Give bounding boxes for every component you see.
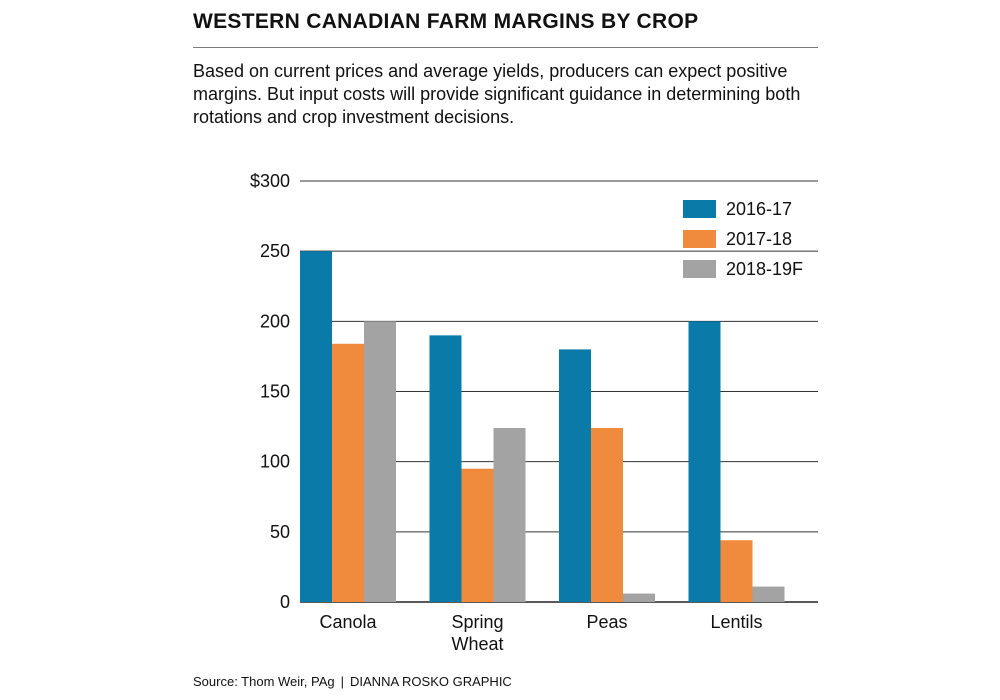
y-tick-labels: 0 50 100 150 200 250 $300 [250, 171, 290, 612]
legend-swatch [683, 260, 716, 278]
y-tick-label: $300 [250, 171, 290, 191]
y-tick-label: 50 [270, 522, 290, 542]
footer: Source: Thom Weir, PAg | DIANNA ROSKO GRAP… [193, 674, 512, 689]
legend-label: 2017-18 [726, 229, 792, 249]
legend: 2016-17 2017-18 2018-19F [683, 199, 803, 279]
bar-2017-18 [461, 468, 494, 602]
bar-2018-19F [623, 593, 655, 602]
x-tick-label: Peas [586, 612, 627, 632]
y-tick-label: 0 [280, 592, 290, 612]
bar-2017-18 [591, 427, 623, 602]
y-tick-label: 250 [260, 241, 290, 261]
x-tick-label: Spring [451, 612, 503, 632]
x-tick-label: Wheat [451, 634, 503, 654]
legend-swatch [683, 200, 716, 218]
title-divider [193, 47, 818, 48]
legend-label: 2018-19F [726, 259, 803, 279]
chart-subtitle: Based on current prices and average yiel… [193, 61, 801, 127]
legend-label: 2016-17 [726, 199, 792, 219]
bars [300, 251, 785, 602]
bar-2016-17 [429, 335, 462, 602]
y-tick-label: 100 [260, 452, 290, 472]
x-tick-label: Lentils [710, 612, 762, 632]
footer-separator: | [340, 674, 345, 689]
y-tick-label: 150 [260, 382, 290, 402]
bar-2017-18 [332, 343, 364, 602]
source-credit: Source: Thom Weir, PAg [193, 674, 335, 689]
bar-2016-17 [300, 251, 332, 602]
bar-2018-19F [493, 427, 526, 602]
x-tick-label: Canola [319, 612, 377, 632]
bar-2016-17 [688, 321, 721, 602]
legend-swatch [683, 230, 716, 248]
bar-2016-17 [559, 349, 591, 602]
bar-2017-18 [720, 540, 753, 602]
graphic-credit: DIANNA ROSKO GRAPHIC [350, 674, 512, 689]
y-tick-label: 200 [260, 311, 290, 331]
bar-2018-19F [752, 586, 785, 602]
bar-2018-19F [364, 321, 396, 602]
chart-title: WESTERN CANADIAN FARM MARGINS BY CROP [193, 10, 699, 33]
